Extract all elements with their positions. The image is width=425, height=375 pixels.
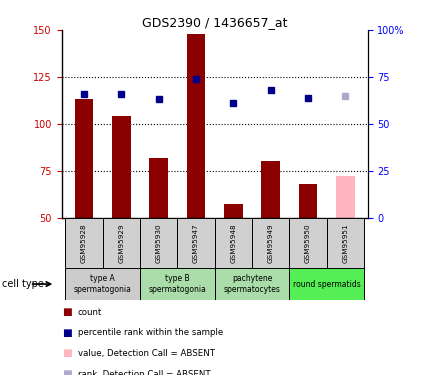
Title: GDS2390 / 1436657_at: GDS2390 / 1436657_at [142, 16, 287, 29]
Text: ■: ■ [62, 348, 71, 358]
Text: ■: ■ [62, 369, 71, 375]
Bar [140, 217, 177, 268]
Text: GSM95947: GSM95947 [193, 223, 199, 262]
Text: rank, Detection Call = ABSENT: rank, Detection Call = ABSENT [78, 370, 210, 375]
Bar [112, 116, 130, 218]
Bar [103, 217, 140, 268]
Text: count: count [78, 308, 102, 316]
Text: type A
spermatogonia: type A spermatogonia [74, 274, 132, 294]
Text: GSM95948: GSM95948 [230, 223, 236, 262]
Bar [177, 217, 215, 268]
Bar [75, 99, 94, 218]
Text: value, Detection Call = ABSENT: value, Detection Call = ABSENT [78, 349, 215, 358]
Text: GSM95928: GSM95928 [81, 223, 87, 262]
Bar [149, 158, 168, 218]
Bar [224, 204, 243, 218]
Text: pachytene
spermatocytes: pachytene spermatocytes [224, 274, 280, 294]
Bar [215, 217, 252, 268]
Bar [336, 176, 354, 218]
Bar [261, 161, 280, 218]
Bar [187, 34, 205, 218]
Text: GSM95949: GSM95949 [268, 223, 274, 262]
Bar [215, 268, 289, 300]
Bar [299, 184, 317, 218]
Text: ■: ■ [62, 307, 71, 317]
Text: GSM95950: GSM95950 [305, 223, 311, 262]
Text: round spermatids: round spermatids [293, 280, 360, 289]
Bar [140, 268, 215, 300]
Text: GSM95930: GSM95930 [156, 223, 162, 262]
Text: percentile rank within the sample: percentile rank within the sample [78, 328, 223, 338]
Bar [252, 217, 289, 268]
Bar [289, 217, 326, 268]
Bar [65, 217, 103, 268]
Text: cell type: cell type [2, 279, 44, 289]
Text: ■: ■ [62, 328, 71, 338]
Bar [326, 217, 364, 268]
Text: GSM95929: GSM95929 [118, 223, 125, 262]
Text: type B
spermatogonia: type B spermatogonia [148, 274, 206, 294]
Bar [289, 268, 364, 300]
Bar [65, 268, 140, 300]
Text: GSM95951: GSM95951 [342, 223, 348, 262]
